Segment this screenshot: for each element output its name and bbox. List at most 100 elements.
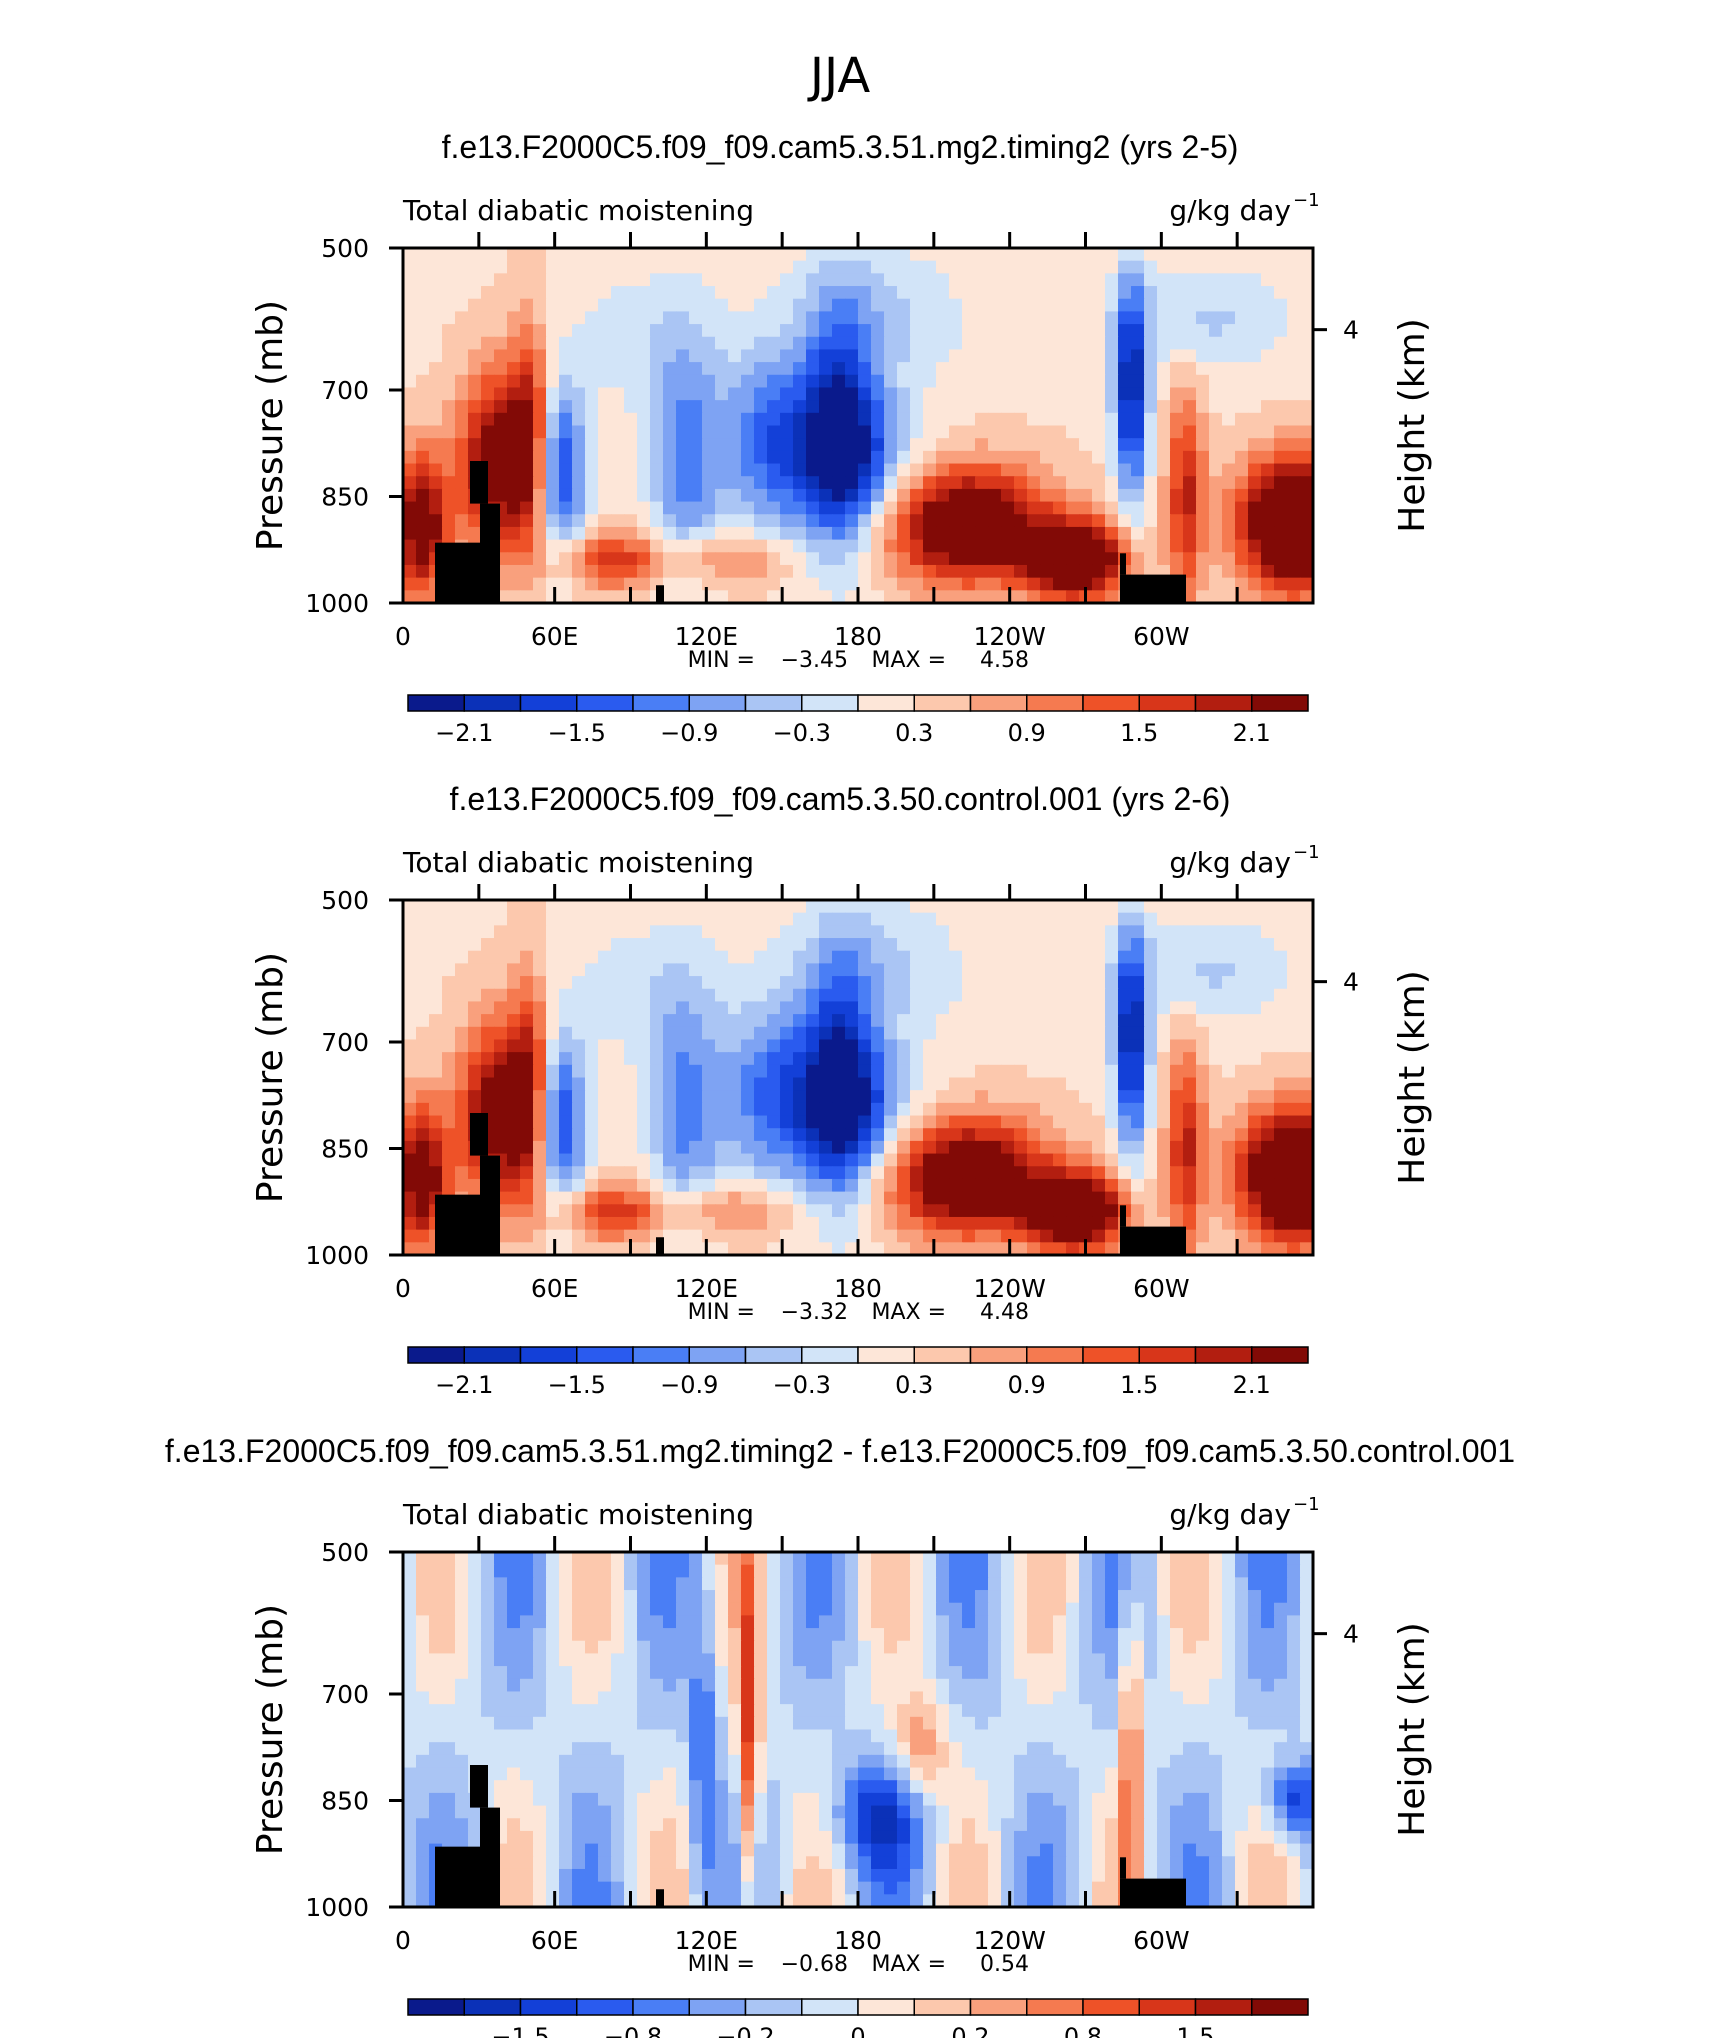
heatmap-cell bbox=[1131, 450, 1145, 465]
heatmap-cell bbox=[507, 938, 521, 952]
heatmap-cell bbox=[858, 1678, 872, 1693]
heatmap-cell bbox=[689, 1615, 703, 1629]
heatmap-cell bbox=[507, 1564, 521, 1578]
heatmap-cell bbox=[832, 501, 846, 515]
heatmap-cell bbox=[1261, 336, 1275, 351]
heatmap-cell bbox=[663, 463, 677, 477]
heatmap-cell bbox=[754, 1052, 768, 1066]
heatmap-cell bbox=[1157, 1014, 1171, 1028]
heatmap-cell bbox=[611, 412, 625, 427]
heatmap-cell bbox=[845, 1615, 859, 1629]
heatmap-cell bbox=[1274, 450, 1288, 465]
heatmap-cell bbox=[741, 976, 755, 990]
heatmap-cell bbox=[832, 539, 846, 553]
heatmap-cell bbox=[858, 374, 872, 389]
heatmap-cell bbox=[1248, 286, 1262, 300]
heatmap-cell bbox=[1170, 1140, 1184, 1155]
heatmap-cell bbox=[702, 552, 716, 566]
heatmap-cell bbox=[663, 590, 677, 604]
heatmap-cell bbox=[637, 938, 651, 952]
heatmap-cell bbox=[819, 1191, 833, 1205]
heatmap-cell bbox=[728, 1691, 742, 1705]
heatmap-cell bbox=[1079, 1166, 1093, 1180]
heatmap-cell bbox=[1105, 976, 1119, 990]
heatmap-cell bbox=[1261, 374, 1275, 389]
heatmap-cell bbox=[806, 1564, 820, 1578]
heatmap-cell bbox=[1118, 450, 1132, 465]
heatmap-cell bbox=[715, 976, 729, 990]
heatmap-cell bbox=[1196, 1653, 1210, 1667]
heatmap-cell bbox=[1274, 1229, 1288, 1243]
heatmap-cell bbox=[975, 1128, 989, 1142]
heatmap-cell bbox=[1170, 1153, 1184, 1167]
heatmap-cell bbox=[676, 1640, 690, 1655]
heatmap-cell bbox=[1105, 1140, 1119, 1155]
heatmap-cell bbox=[858, 387, 872, 401]
heatmap-cell bbox=[1222, 539, 1236, 553]
heatmap-cell bbox=[949, 988, 963, 1003]
heatmap-cell bbox=[468, 1704, 482, 1718]
terrain-mask bbox=[480, 503, 500, 603]
heatmap-cell bbox=[559, 488, 573, 503]
heatmap-cell bbox=[520, 400, 534, 414]
heatmap-cell bbox=[741, 1102, 755, 1117]
heatmap-cell bbox=[598, 1191, 612, 1205]
heatmap-cell bbox=[1027, 1678, 1041, 1693]
heatmap-cell bbox=[585, 488, 599, 503]
heatmap-cell bbox=[559, 374, 573, 389]
heatmap-cell bbox=[1235, 1090, 1249, 1104]
heatmap-cell bbox=[949, 1704, 963, 1718]
heatmap-cell bbox=[1053, 1704, 1067, 1718]
heatmap-cell bbox=[1261, 1615, 1275, 1629]
heatmap-cell bbox=[1131, 362, 1145, 376]
heatmap-cell bbox=[728, 976, 742, 990]
heatmap-cell bbox=[533, 1653, 547, 1667]
heatmap-cell bbox=[975, 1678, 989, 1693]
heatmap-cell bbox=[416, 501, 430, 515]
heatmap-cell bbox=[988, 950, 1002, 964]
heatmap-cell bbox=[897, 976, 911, 990]
heatmap-cell bbox=[1001, 336, 1015, 351]
heatmap-cell bbox=[832, 324, 846, 338]
heatmap-cell bbox=[1196, 1052, 1210, 1066]
heatmap-cell bbox=[975, 938, 989, 952]
heatmap-cell bbox=[988, 1102, 1002, 1117]
colorbar-swatch bbox=[576, 1346, 634, 1364]
heatmap-cell bbox=[546, 248, 560, 262]
heatmap-cell bbox=[702, 1204, 716, 1218]
heatmap-cell bbox=[780, 463, 794, 477]
heatmap-cell bbox=[1131, 900, 1145, 914]
heatmap-cell bbox=[1066, 912, 1080, 926]
heatmap-cell bbox=[1118, 387, 1132, 401]
heatmap-cell bbox=[767, 324, 781, 338]
heatmap-cell bbox=[1144, 1001, 1158, 1015]
heatmap-cell bbox=[1092, 1653, 1106, 1667]
heatmap-cell bbox=[858, 1064, 872, 1079]
heatmap-cell bbox=[1287, 1577, 1301, 1591]
heatmap-cell bbox=[962, 1014, 976, 1028]
heatmap-cell bbox=[676, 311, 690, 325]
heatmap-cell bbox=[585, 1001, 599, 1015]
heatmap-cell bbox=[1040, 324, 1054, 338]
heatmap-cell bbox=[598, 1204, 612, 1218]
heatmap-cell bbox=[468, 963, 482, 977]
heatmap-cell bbox=[1027, 501, 1041, 515]
heatmap-cell bbox=[949, 1564, 963, 1578]
heatmap-cell bbox=[442, 298, 456, 312]
heatmap-cell bbox=[1079, 526, 1093, 541]
heatmap-cell bbox=[1014, 1216, 1028, 1231]
heatmap-cell bbox=[1209, 324, 1223, 338]
heatmap-cell bbox=[1105, 988, 1119, 1003]
heatmap-cell bbox=[650, 260, 664, 274]
heatmap-cell bbox=[1105, 539, 1119, 553]
heatmap-cell bbox=[663, 1077, 677, 1091]
heatmap-cell bbox=[897, 1077, 911, 1091]
heatmap-cell bbox=[884, 564, 898, 579]
heatmap-cell bbox=[585, 1691, 599, 1705]
heatmap-cell bbox=[1248, 925, 1262, 939]
heatmap-cell bbox=[1040, 564, 1054, 579]
heatmap-cell bbox=[1261, 963, 1275, 977]
heatmap-cell bbox=[429, 1090, 443, 1104]
heatmap-cell bbox=[1066, 1115, 1080, 1129]
heatmap-cell bbox=[624, 476, 638, 490]
